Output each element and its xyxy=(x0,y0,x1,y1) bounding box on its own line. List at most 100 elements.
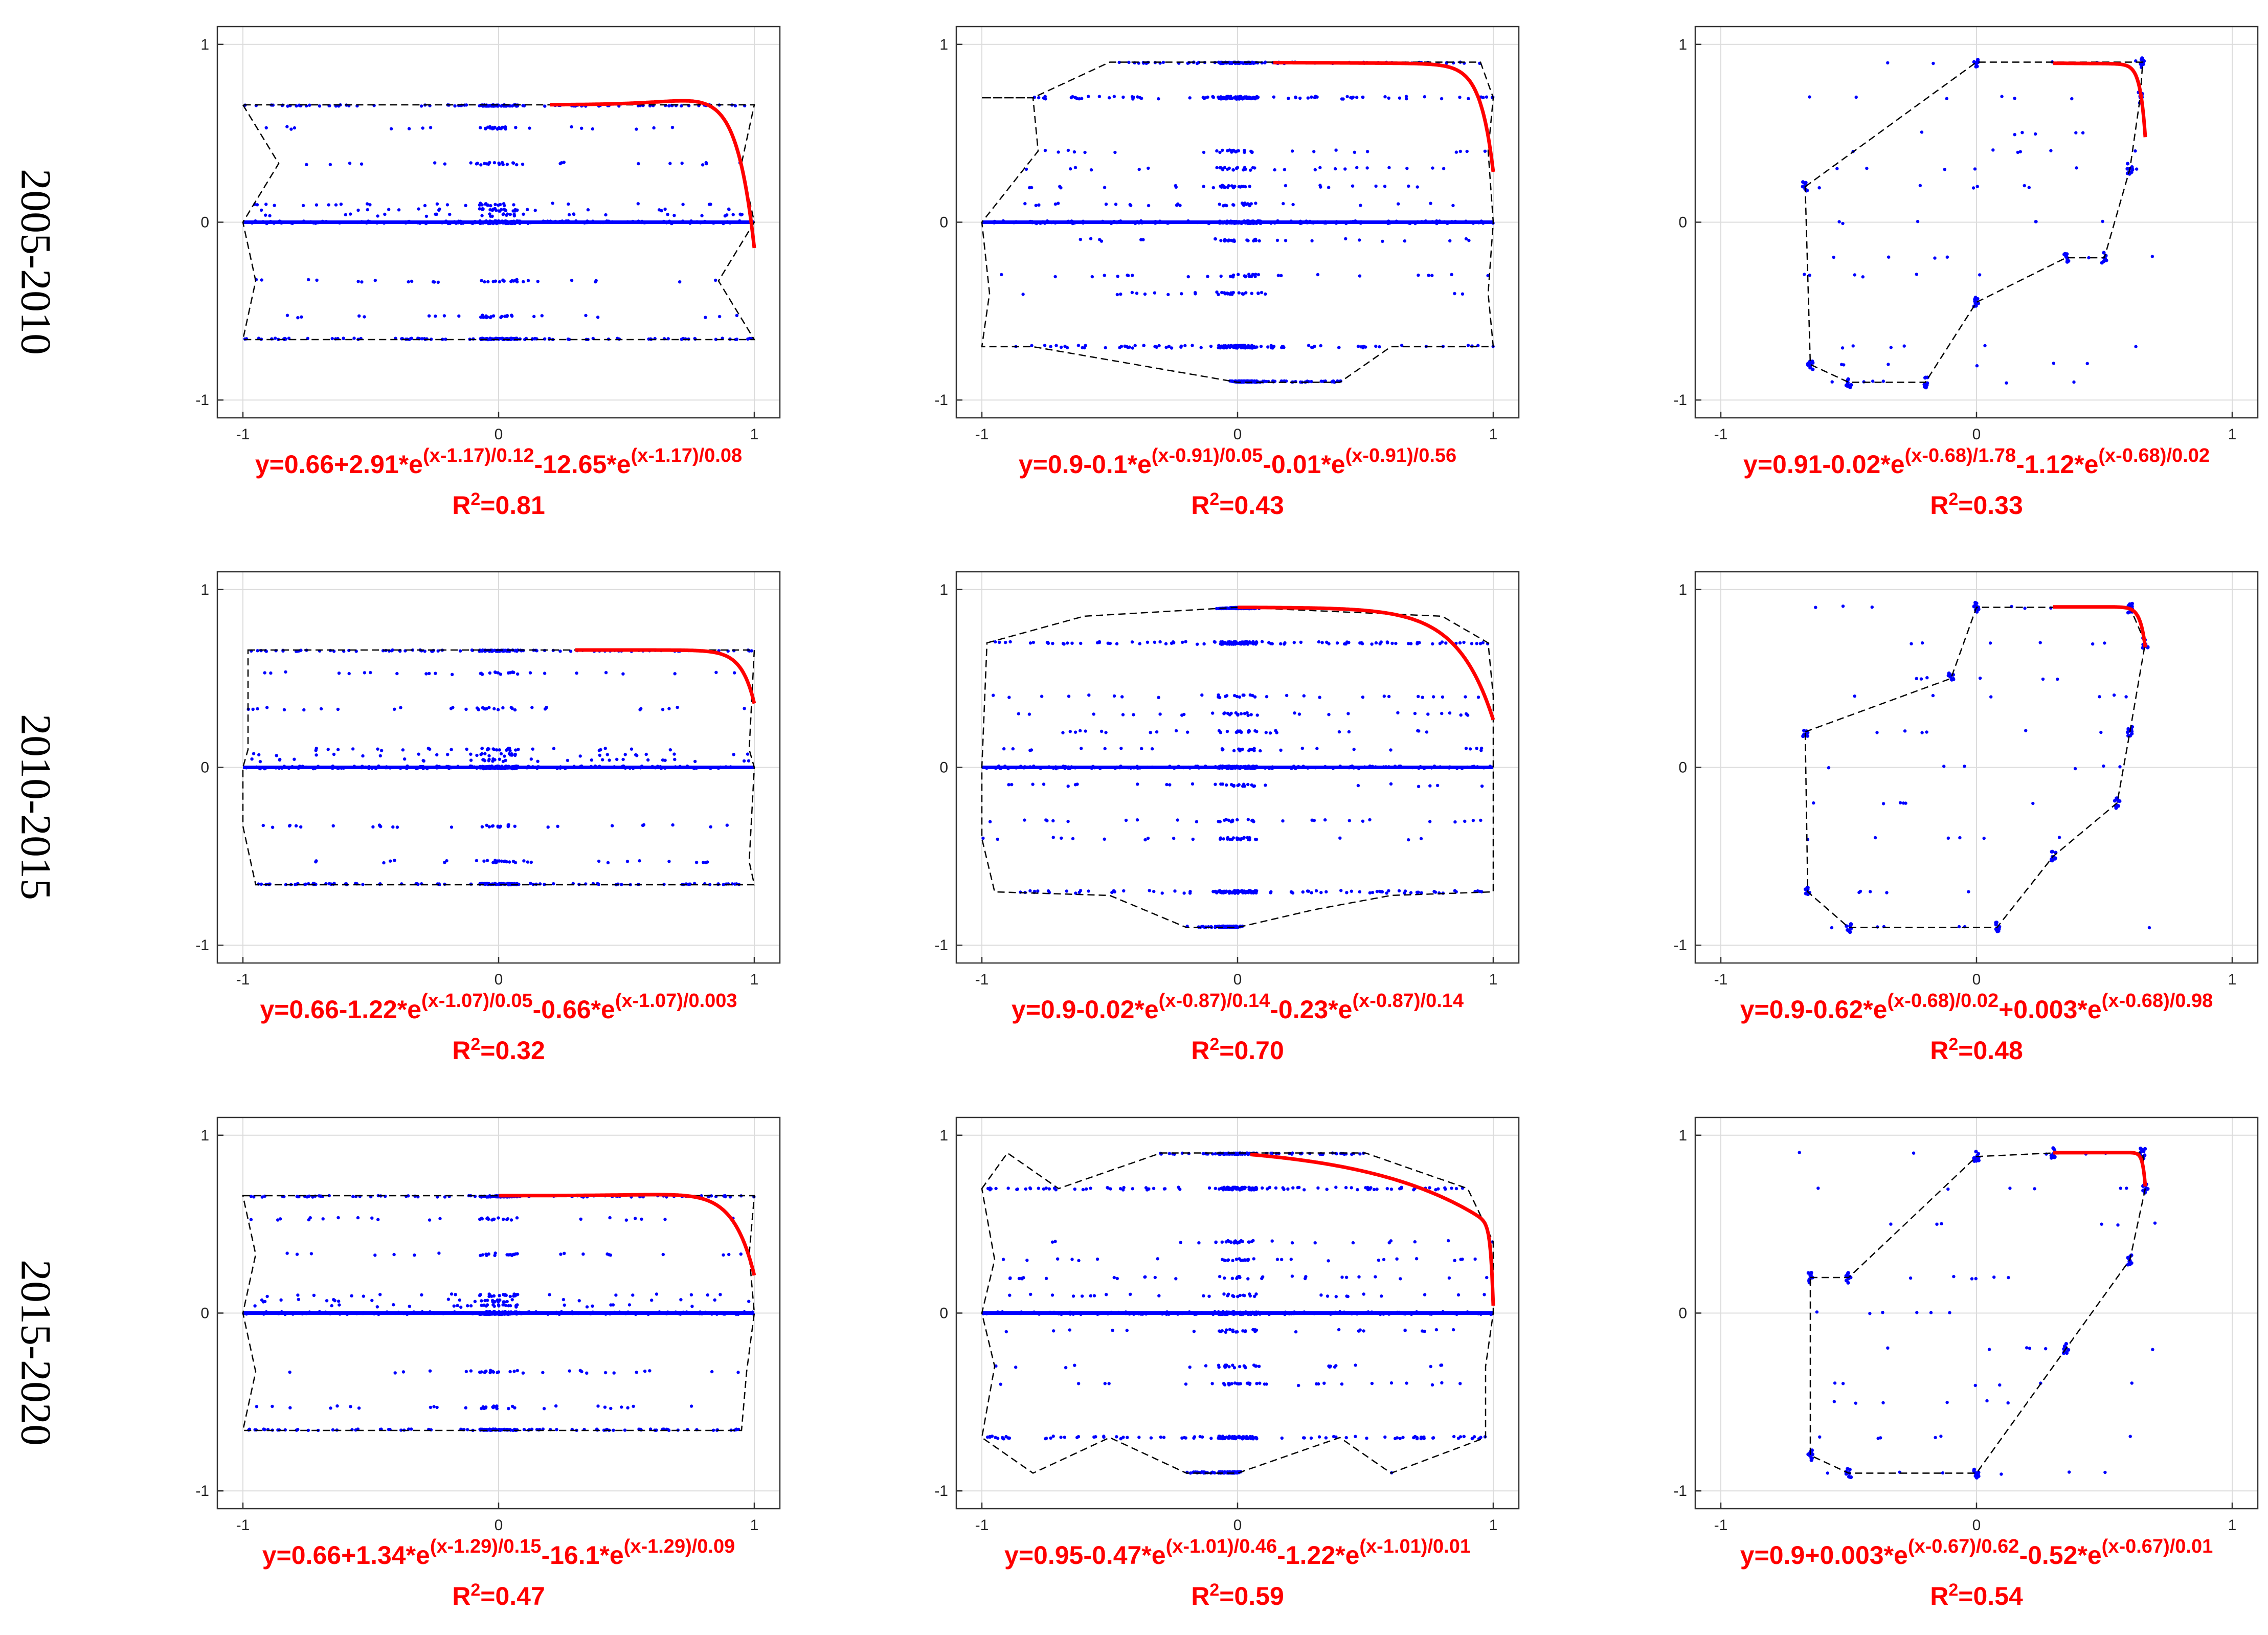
data-point xyxy=(442,314,446,318)
data-point xyxy=(1378,345,1381,349)
data-point xyxy=(1272,345,1276,348)
equation-part-lead: y=0.91-0.02*e xyxy=(1743,450,1905,479)
data-point xyxy=(1869,890,1872,893)
data-point xyxy=(1881,379,1885,383)
data-point xyxy=(1450,273,1453,276)
data-point xyxy=(382,861,386,865)
data-point xyxy=(1933,256,1937,260)
data-point xyxy=(1453,292,1456,296)
data-point xyxy=(638,708,642,711)
data-point xyxy=(493,1251,497,1255)
data-point xyxy=(702,861,705,864)
data-point xyxy=(1345,95,1349,99)
data-point xyxy=(1225,606,1228,610)
data-point xyxy=(1174,184,1177,188)
data-point xyxy=(1054,344,1058,347)
data-point xyxy=(1212,640,1216,644)
data-point xyxy=(1875,731,1879,734)
data-point xyxy=(1365,150,1369,153)
data-point xyxy=(1117,60,1121,64)
data-point xyxy=(478,207,482,211)
data-point xyxy=(508,749,512,753)
data-point xyxy=(1157,696,1160,699)
data-point xyxy=(1133,344,1137,347)
data-point xyxy=(352,337,356,340)
data-point xyxy=(493,1300,497,1304)
data-point xyxy=(1122,889,1126,893)
data-point xyxy=(566,337,570,341)
data-point xyxy=(1135,292,1139,295)
data-point xyxy=(1232,344,1236,348)
data-point xyxy=(1975,364,1979,368)
data-point xyxy=(499,673,502,676)
data-point xyxy=(1037,96,1041,100)
data-point xyxy=(1097,95,1102,98)
row-label-2015-2020: 2015-2020 xyxy=(12,1260,60,1446)
data-point xyxy=(1217,607,1221,610)
data-point xyxy=(1479,818,1483,822)
data-point xyxy=(420,1293,423,1297)
data-point xyxy=(511,209,515,213)
data-point xyxy=(673,757,677,761)
data-point xyxy=(526,208,529,211)
data-point xyxy=(1945,255,1949,259)
data-point xyxy=(1154,345,1158,349)
data-point xyxy=(1350,889,1353,893)
data-point xyxy=(1832,255,1835,259)
data-point xyxy=(531,747,534,751)
data-point xyxy=(1146,640,1150,644)
data-point xyxy=(1255,730,1259,733)
data-point xyxy=(1143,838,1147,842)
x-tick-label: 1 xyxy=(1489,426,1498,443)
data-point xyxy=(1173,889,1177,893)
data-point xyxy=(1225,694,1229,698)
data-point xyxy=(296,1293,300,1297)
data-point xyxy=(1194,292,1197,296)
data-point xyxy=(2087,256,2091,260)
data-point xyxy=(1128,203,1132,207)
y-tick-label: -1 xyxy=(934,937,948,954)
x-tick-label: 0 xyxy=(1233,971,1242,988)
y-tick-label: -1 xyxy=(1673,937,1687,954)
data-point xyxy=(508,213,512,216)
data-point xyxy=(315,278,319,282)
data-point xyxy=(466,1304,469,1308)
equation-part-e2: (x-0.87)/0.14 xyxy=(1352,990,1464,1012)
data-point xyxy=(551,201,554,205)
data-point xyxy=(502,1303,505,1307)
data-point xyxy=(2056,677,2059,681)
data-point xyxy=(1347,730,1351,734)
data-point xyxy=(597,859,601,863)
data-point xyxy=(295,1252,299,1256)
data-point xyxy=(689,1293,693,1296)
data-point xyxy=(1126,273,1129,277)
data-point xyxy=(542,1407,546,1410)
data-point xyxy=(484,127,487,131)
data-point xyxy=(389,859,392,863)
data-point xyxy=(513,708,517,712)
data-point xyxy=(1387,695,1391,699)
data-point xyxy=(393,1371,397,1375)
data-point xyxy=(433,161,437,165)
data-point xyxy=(706,860,709,864)
data-point xyxy=(1293,711,1296,715)
data-point xyxy=(517,748,520,751)
data-point xyxy=(495,1407,499,1410)
data-point xyxy=(326,748,330,751)
data-point xyxy=(1390,641,1394,645)
data-point xyxy=(1103,837,1106,841)
data-point xyxy=(1421,696,1424,699)
data-point xyxy=(376,1218,380,1221)
data-point xyxy=(1279,642,1283,646)
data-point xyxy=(478,203,482,207)
data-point xyxy=(1259,749,1262,753)
data-point xyxy=(1431,642,1434,646)
data-point xyxy=(257,753,261,757)
data-point xyxy=(2005,381,2008,385)
data-point xyxy=(666,213,669,216)
y-tick-label: 0 xyxy=(200,759,209,776)
data-point xyxy=(609,1406,613,1410)
data-point xyxy=(706,1293,709,1297)
data-point xyxy=(1221,344,1225,348)
